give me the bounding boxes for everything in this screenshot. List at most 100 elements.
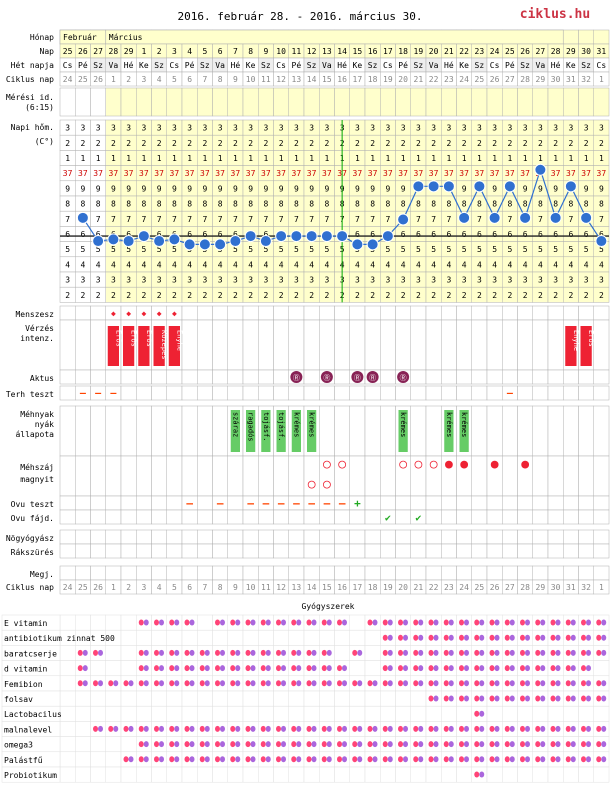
pill-icon	[520, 649, 525, 656]
med-grid-cell	[90, 751, 106, 768]
pill-icon	[321, 619, 327, 626]
pill-icon	[555, 649, 561, 656]
pill-icon	[199, 649, 205, 656]
pill-icon	[586, 741, 591, 748]
pill-icon	[479, 634, 485, 641]
pill-icon	[235, 619, 241, 626]
pill-icon	[555, 680, 561, 687]
pill-icon	[494, 649, 500, 656]
menses-marker: ◆	[157, 309, 162, 318]
temp-scale-digit: 3	[157, 276, 162, 285]
grid-cell	[532, 369, 549, 385]
temp-scale-digit: 3	[279, 276, 284, 285]
pill-icon	[291, 619, 297, 626]
day-number: 24	[490, 47, 500, 56]
pill-icon	[433, 725, 439, 732]
pill-icon	[265, 619, 271, 626]
cycle-day-number: 1	[111, 75, 116, 84]
grid-cell	[517, 87, 533, 117]
pill-icon	[428, 725, 434, 732]
temp-scale-digit: 6	[370, 230, 375, 239]
pill-icon	[204, 680, 210, 687]
pill-icon	[372, 725, 378, 732]
grid-cell	[364, 305, 381, 321]
pill-icon	[169, 725, 175, 732]
bleeding-bar	[168, 326, 180, 366]
grid-cell	[258, 565, 274, 581]
grid-cell	[364, 495, 381, 511]
temp-scale-digit: 3	[324, 276, 329, 285]
grid-cell	[136, 385, 152, 401]
pill-icon	[321, 756, 327, 763]
temp-scale-digit: 6	[157, 230, 162, 239]
pill-icon	[138, 725, 144, 732]
temp-scale-digit: 2	[584, 291, 589, 300]
temp-scale-digit: 8	[96, 200, 101, 209]
med-grid-cell	[59, 705, 76, 722]
grid-cell	[532, 495, 549, 511]
site-logo[interactable]: ciklus.hu	[520, 7, 590, 22]
temp-scale-digit: 4	[187, 260, 192, 269]
temperature-point	[534, 163, 547, 176]
pill-icon	[204, 725, 210, 732]
temp-scale-digit: 3	[370, 276, 375, 285]
pill-icon	[154, 725, 159, 732]
pill-icon	[235, 725, 241, 732]
pill-icon	[199, 741, 205, 748]
cervix-open-marker: ●	[445, 457, 453, 472]
med-grid-cell	[273, 690, 289, 707]
row-label: Nap	[40, 47, 55, 56]
month-label: Március	[109, 33, 143, 42]
grid-cell	[547, 529, 564, 545]
pill-icon	[250, 680, 256, 687]
bleeding-bar	[107, 326, 119, 366]
temperature-point	[351, 238, 364, 251]
temp-scale-digit: 8	[523, 200, 528, 209]
temp-scale-digit: 2	[309, 139, 314, 148]
grid-cell	[456, 495, 472, 511]
mucus-bar	[276, 410, 286, 452]
medication-name: E vitamin	[4, 619, 48, 628]
grid-cell	[547, 565, 564, 581]
temp-scale-digit: 3	[233, 124, 238, 133]
grid-cell	[532, 565, 549, 581]
pill-icon	[596, 680, 602, 687]
pill-icon	[494, 680, 500, 687]
med-grid-cell	[197, 766, 213, 783]
grid-cell	[273, 529, 289, 545]
temp-scale-digit: 8	[80, 200, 85, 209]
pill-icon	[82, 649, 88, 656]
med-grid-cell	[197, 690, 213, 707]
temp-scale-digit: 1	[126, 154, 131, 163]
bleeding-bar	[580, 326, 592, 366]
pill-icon	[565, 665, 571, 672]
grid-cell	[136, 565, 152, 581]
pill-icon	[357, 756, 363, 763]
grid-cell	[578, 543, 594, 559]
grid-cell	[166, 369, 183, 385]
grid-cell	[578, 29, 594, 45]
pill-icon	[479, 695, 485, 702]
temp-scale-digit: 5	[172, 245, 177, 254]
temp-scale-digit: 5	[401, 245, 406, 254]
mucus-label: száraz	[231, 412, 239, 437]
day-number: 5	[202, 47, 207, 56]
grid-cell	[456, 319, 472, 371]
grid-cell	[273, 509, 289, 525]
temp-scale-digit: 9	[584, 184, 589, 193]
pill-icon	[169, 649, 175, 656]
temp-scale-digit: 3	[584, 276, 589, 285]
temp-scale-digit: 2	[218, 291, 223, 300]
pill-icon	[326, 665, 332, 672]
grid-cell	[288, 319, 305, 371]
grid-cell	[273, 319, 289, 371]
temp-scale-digit: 37	[322, 169, 332, 178]
med-grid-cell	[59, 736, 76, 753]
grid-cell	[136, 405, 152, 457]
med-grid-cell	[120, 690, 137, 707]
temperature-point	[244, 230, 257, 243]
pill-icon	[250, 649, 256, 656]
pill-icon	[525, 634, 530, 641]
cycle-day-number: 17	[353, 75, 363, 84]
temp-scale-digit: 5	[324, 245, 329, 254]
